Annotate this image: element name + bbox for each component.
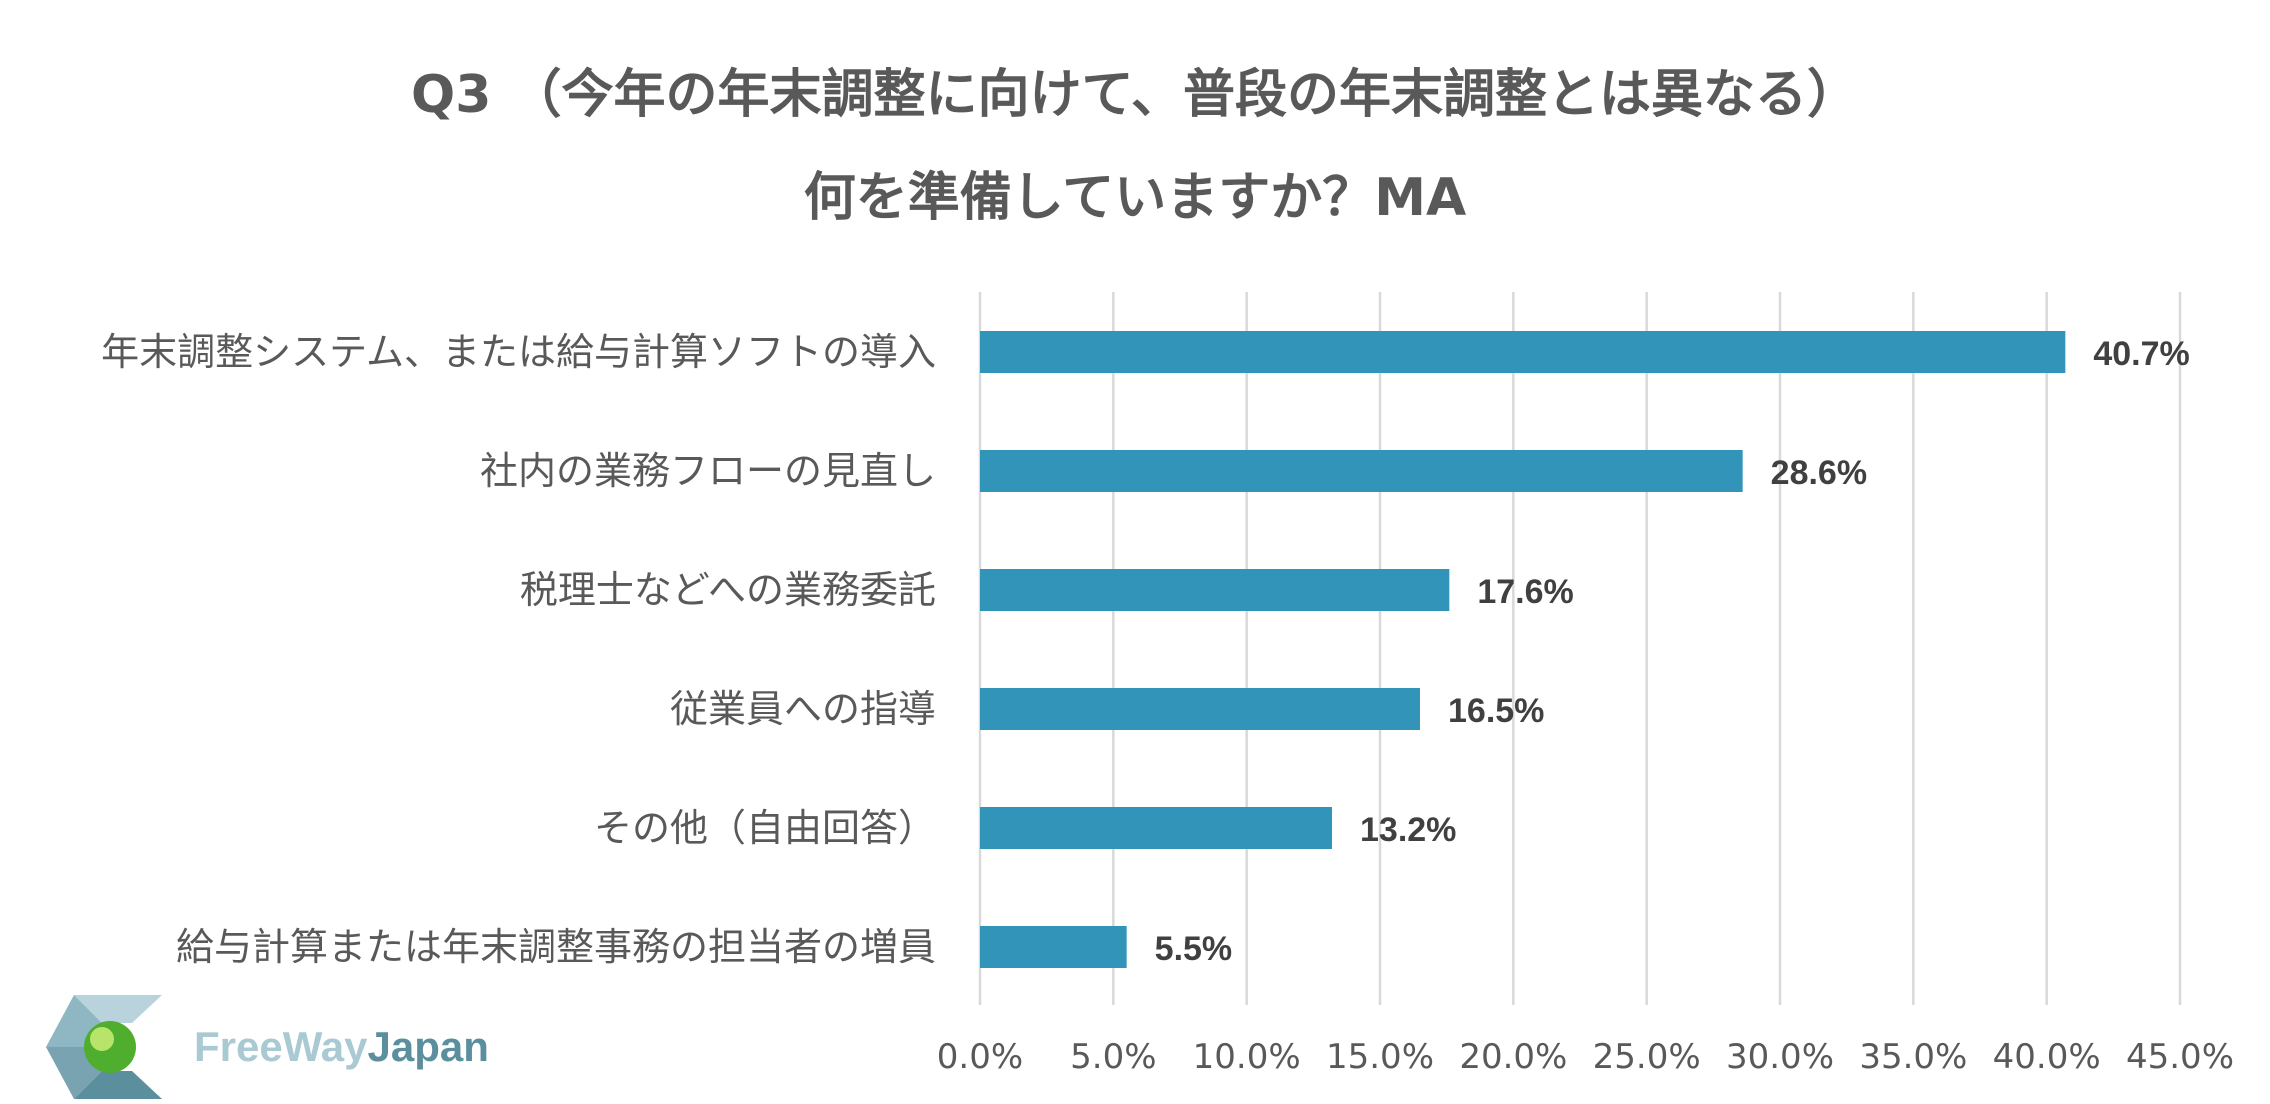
- chart-title-line-2: 何を準備していますか？MA: [803, 168, 1467, 228]
- data-label: 13.2%: [1360, 811, 1456, 849]
- category-labels: 年末調整システム、または給与計算ソフトの導入社内の業務フローの見直し税理士などへ…: [101, 330, 936, 969]
- data-label: 16.5%: [1448, 692, 1544, 730]
- logo-wordmark: FreeWayJapan: [194, 1023, 489, 1071]
- gridlines: [978, 292, 2182, 1005]
- bar: [980, 450, 1743, 492]
- category-label: 従業員への指導: [670, 687, 936, 731]
- data-labels: 40.7% 28.6% 17.6% 16.5% 13.2% 5.5%: [1155, 335, 2190, 968]
- bars: [980, 331, 2066, 968]
- x-tick-label: 45.0%: [2126, 1037, 2234, 1077]
- x-tick-label: 25.0%: [1593, 1037, 1701, 1077]
- category-label: その他（自由回答）: [594, 806, 936, 850]
- data-label: 17.6%: [1477, 573, 1573, 611]
- logo-text-japan: Japan: [367, 1023, 489, 1070]
- data-label: 28.6%: [1771, 454, 1867, 492]
- x-tick-label: 35.0%: [1859, 1037, 1967, 1077]
- x-tick-label: 15.0%: [1326, 1037, 1434, 1077]
- category-label: 税理士などへの業務委託: [520, 568, 936, 612]
- bar: [980, 688, 1420, 730]
- freewayjapan-logo-icon: [46, 995, 162, 1099]
- logo-text-freeway: FreeWay: [194, 1023, 368, 1070]
- freewayjapan-logo: FreeWayJapan: [44, 993, 494, 1101]
- bar: [980, 926, 1127, 968]
- x-tick-label: 5.0%: [1070, 1037, 1156, 1077]
- category-label: 年末調整システム、または給与計算ソフトの導入: [101, 330, 936, 374]
- x-tick-label: 40.0%: [1993, 1037, 2101, 1077]
- category-label: 給与計算または年末調整事務の担当者の増員: [176, 925, 936, 969]
- data-label: 40.7%: [2093, 335, 2189, 373]
- bar: [980, 569, 1450, 611]
- x-tick-label: 20.0%: [1459, 1037, 1567, 1077]
- x-tick-label: 30.0%: [1726, 1037, 1834, 1077]
- data-label: 5.5%: [1155, 930, 1233, 968]
- x-tick-label: 10.0%: [1193, 1037, 1301, 1077]
- chart-title-line-1: Q3 （今年の年末調整に向けて、普段の年末調整とは異なる）: [411, 65, 1859, 125]
- x-axis-tick-labels: 0.0% 5.0% 10.0% 15.0% 20.0% 25.0% 30.0% 35.0% 40…: [937, 1037, 2234, 1077]
- x-tick-label: 0.0%: [937, 1037, 1023, 1077]
- bar: [980, 331, 2066, 373]
- category-label: 社内の業務フローの見直し: [480, 449, 936, 493]
- bar: [980, 807, 1332, 849]
